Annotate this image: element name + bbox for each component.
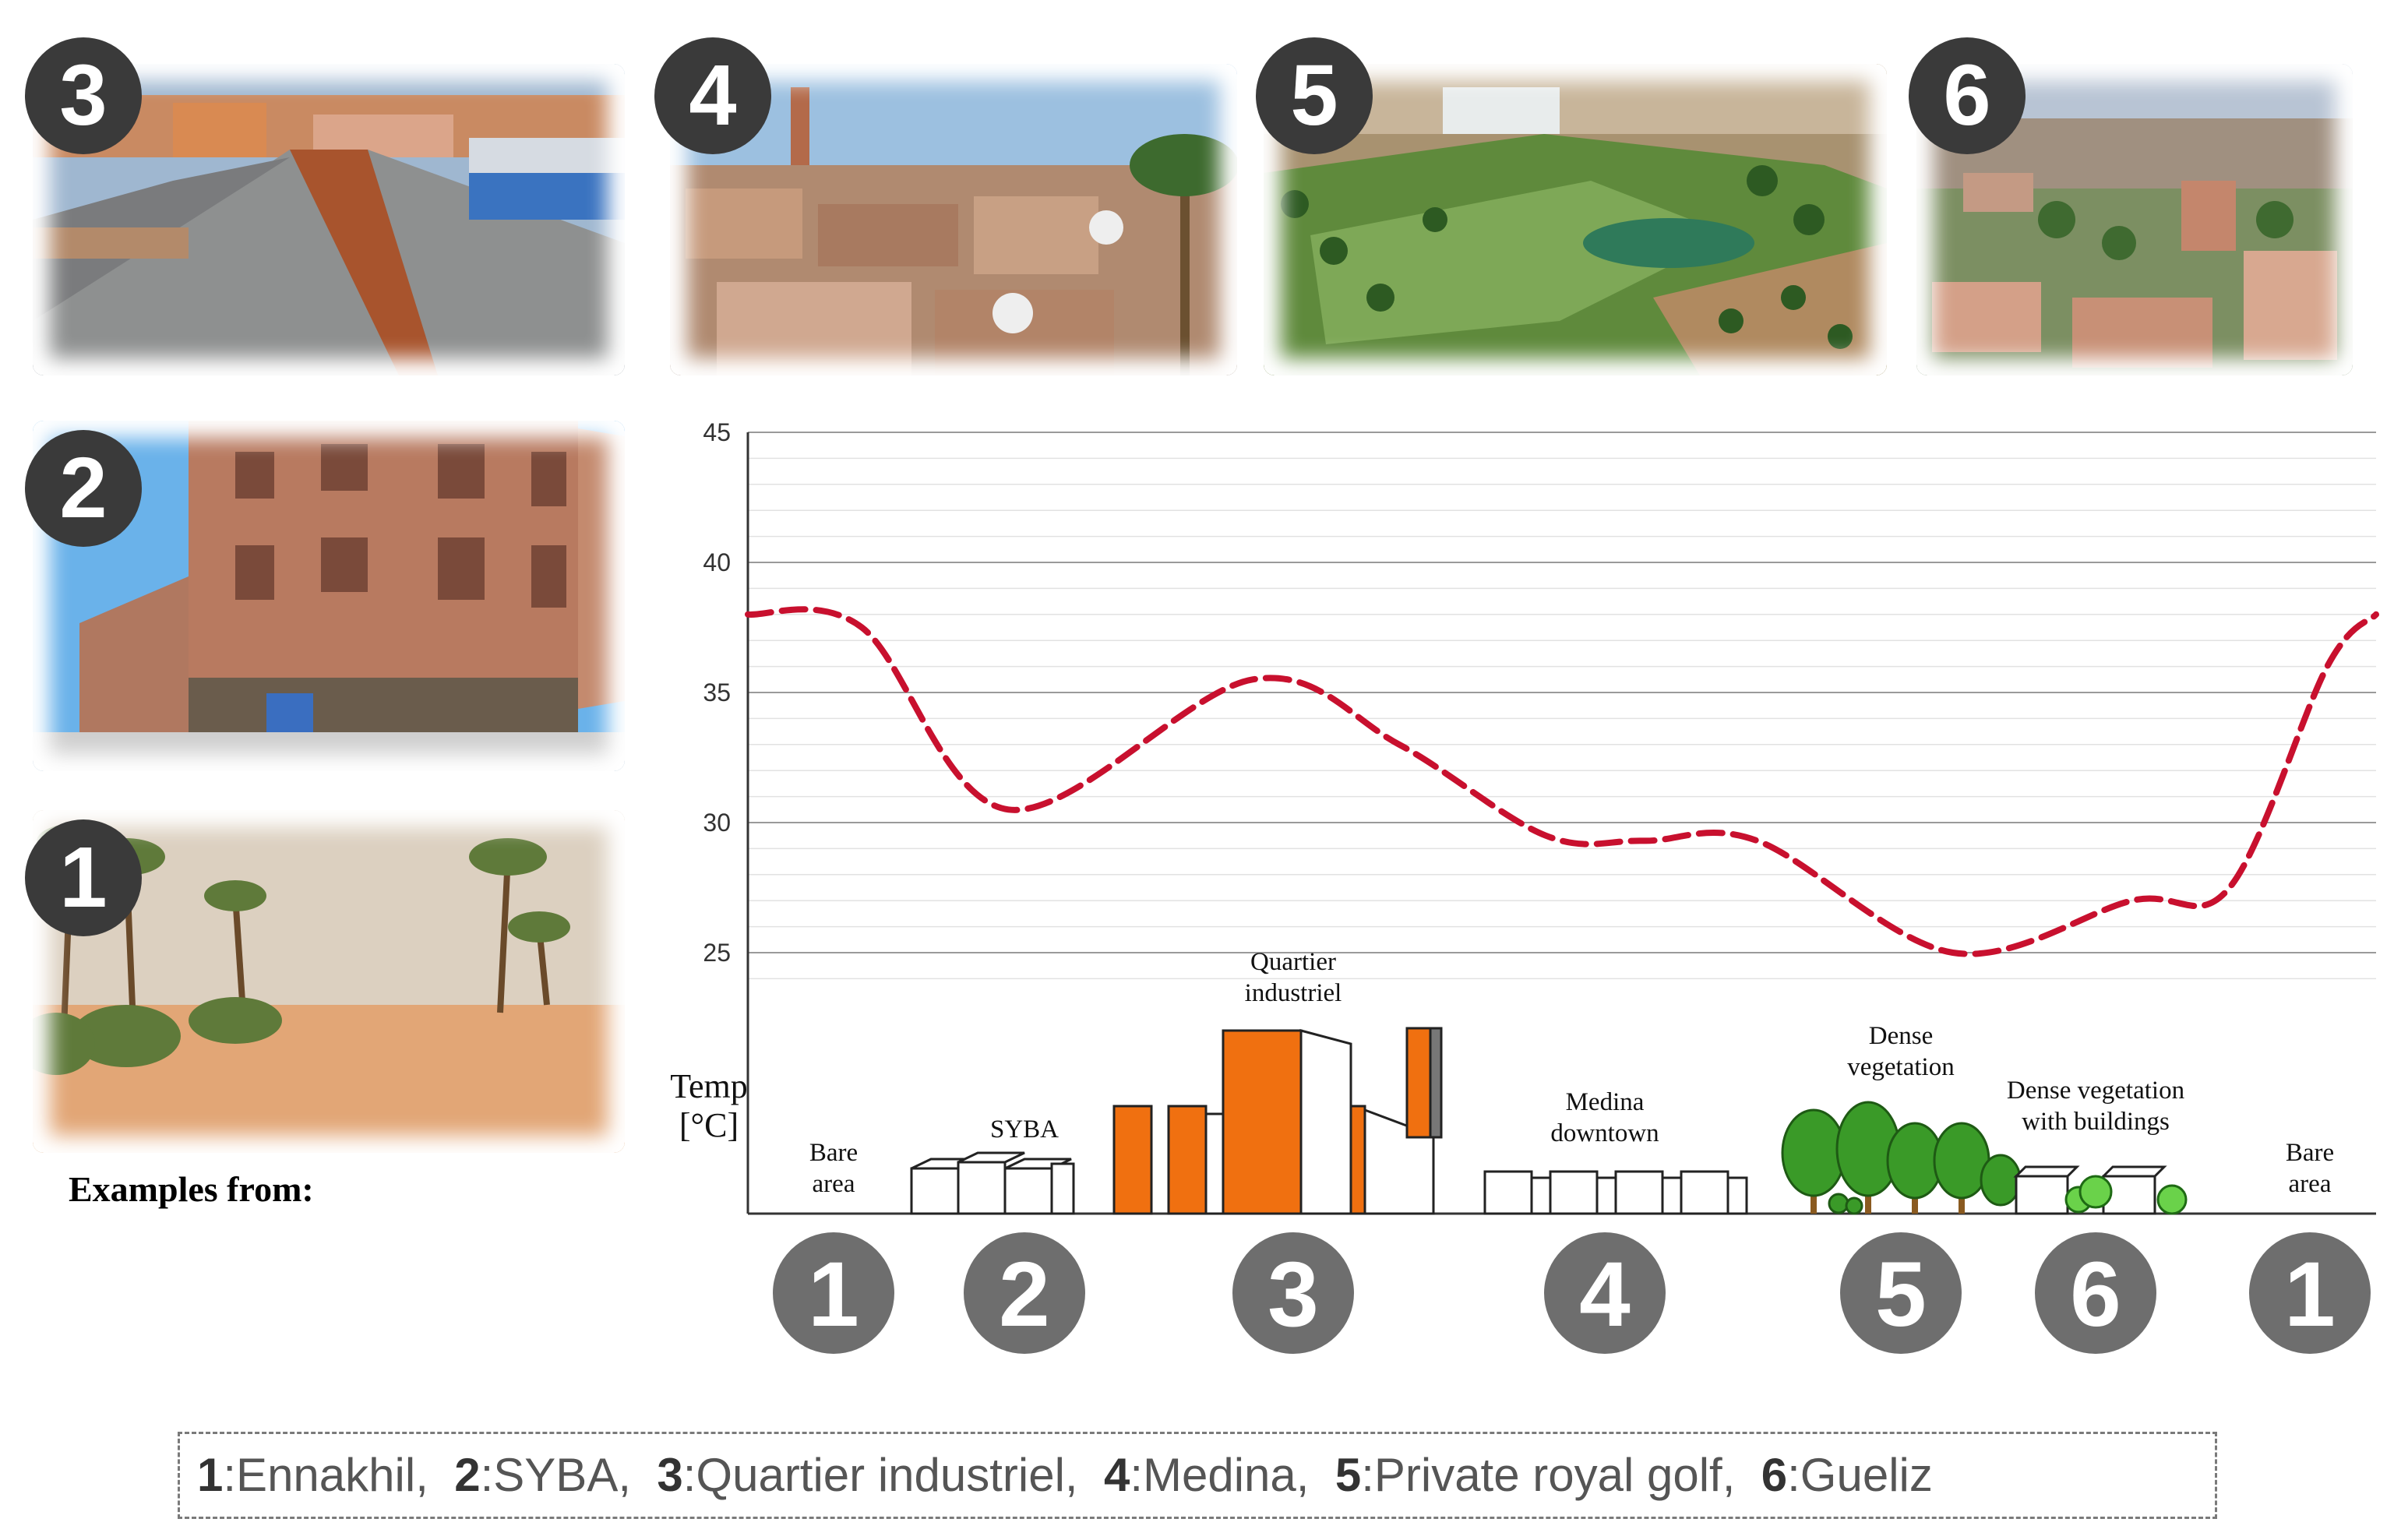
zone-label: downtown <box>1550 1119 1659 1147</box>
syba-buildings-icon <box>910 1151 1075 1215</box>
industrial-buildings-icon <box>1112 1027 1443 1215</box>
y-tick-label: 25 <box>703 939 731 967</box>
photo-badge-1: 1 <box>25 819 142 936</box>
zone-label: Medina <box>1566 1088 1645 1116</box>
legend-item: 5:Private royal golf, <box>1335 1449 1736 1501</box>
zone-badge-number: 6 <box>2070 1243 2121 1346</box>
temperature-curve <box>745 606 2379 957</box>
zone-badge-number: 2 <box>999 1243 1050 1346</box>
photo-badge-6: 6 <box>1909 37 2026 154</box>
zone-label: Dense <box>1869 1022 1933 1050</box>
photo-badge-2: 2 <box>25 430 142 547</box>
zone-label: Quartier <box>1250 948 1336 976</box>
y-axis-label-line2: [°C] <box>679 1106 739 1144</box>
zone-badge <box>1840 1232 1962 1354</box>
chart-grid <box>748 432 2376 980</box>
photo-badge-3: 3 <box>25 37 142 154</box>
y-axis-label-line1: Temp <box>670 1067 748 1105</box>
quartier-industriel-photo <box>33 64 625 375</box>
examples-label: Examples from: <box>69 1169 314 1209</box>
syba-photo <box>33 421 625 771</box>
y-tick-label: 45 <box>703 418 731 446</box>
zone-badge-number: 4 <box>1579 1243 1631 1346</box>
zone-label: Bare <box>2286 1139 2334 1167</box>
site-legend: 1:Ennakhil, 2:SYBA, 3:Quartier industrie… <box>178 1432 2217 1519</box>
zone-badge <box>2035 1232 2156 1354</box>
zone-label: Dense vegetation <box>2007 1077 2184 1105</box>
y-tick-label: 35 <box>703 678 731 707</box>
zone-label: area <box>2289 1170 2332 1198</box>
gueliz-photo <box>1916 64 2353 375</box>
y-axis-ticks: 25 30 35 40 45 <box>703 418 731 967</box>
zone-label: SYBA <box>990 1115 1059 1144</box>
legend-item: 3:Quartier industriel, <box>657 1449 1078 1501</box>
medina-buildings-icon <box>1483 1170 1748 1215</box>
legend-item: 4:Medina, <box>1103 1449 1310 1501</box>
vegetation-with-buildings-icon <box>2013 1165 2188 1215</box>
photo-badge-4: 4 <box>654 37 771 154</box>
zone-badge <box>773 1232 894 1354</box>
zone-badge <box>1544 1232 1666 1354</box>
zone-badge-number: 3 <box>1268 1243 1319 1346</box>
y-tick-label: 40 <box>703 548 731 576</box>
y-axis-label: Temp [°C] <box>670 1067 748 1145</box>
legend-item: 2:SYBA, <box>454 1449 632 1501</box>
legend-item: 6:Gueliz <box>1761 1449 1933 1501</box>
zone-badge <box>1232 1232 1354 1354</box>
ennakhil-photo <box>33 810 625 1153</box>
zone-label: industriel <box>1245 979 1342 1007</box>
zone-badge <box>2249 1232 2371 1354</box>
zone-markers: 1 Bare area 2 SYBA 3 Quartier industriel 4 Medina… <box>773 948 2371 1354</box>
zone-badge-number: 1 <box>808 1243 859 1346</box>
zone-badge-number: 1 <box>2284 1243 2336 1346</box>
zone-badge <box>964 1232 1085 1354</box>
royal-golf-photo <box>1264 64 1887 375</box>
zone-label: area <box>813 1170 855 1198</box>
legend-item: 1:Ennakhil, <box>197 1449 428 1501</box>
photo-badge-5: 5 <box>1256 37 1373 154</box>
zone-label: Bare <box>809 1139 858 1167</box>
zone-badge-number: 5 <box>1875 1243 1927 1346</box>
dense-vegetation-trees-icon <box>1781 1101 2022 1215</box>
zone-label: with buildings <box>2022 1108 2170 1136</box>
zone-label: vegetation <box>1847 1053 1954 1081</box>
y-tick-label: 30 <box>703 809 731 837</box>
